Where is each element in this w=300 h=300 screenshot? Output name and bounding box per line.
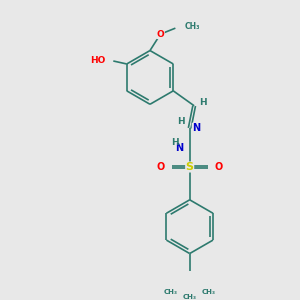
Text: CH₃: CH₃ xyxy=(163,290,177,296)
Text: HO: HO xyxy=(91,56,106,65)
Text: N: N xyxy=(175,142,183,153)
Text: N: N xyxy=(192,123,200,133)
Text: O: O xyxy=(214,162,223,172)
Text: CH₃: CH₃ xyxy=(184,22,200,31)
Text: H: H xyxy=(171,138,178,147)
Text: O: O xyxy=(157,30,164,39)
Text: S: S xyxy=(186,162,194,172)
Text: CH₃: CH₃ xyxy=(183,294,197,300)
Text: O: O xyxy=(157,162,165,172)
Text: CH₃: CH₃ xyxy=(202,290,216,296)
Text: H: H xyxy=(178,117,185,126)
Text: H: H xyxy=(199,98,206,107)
